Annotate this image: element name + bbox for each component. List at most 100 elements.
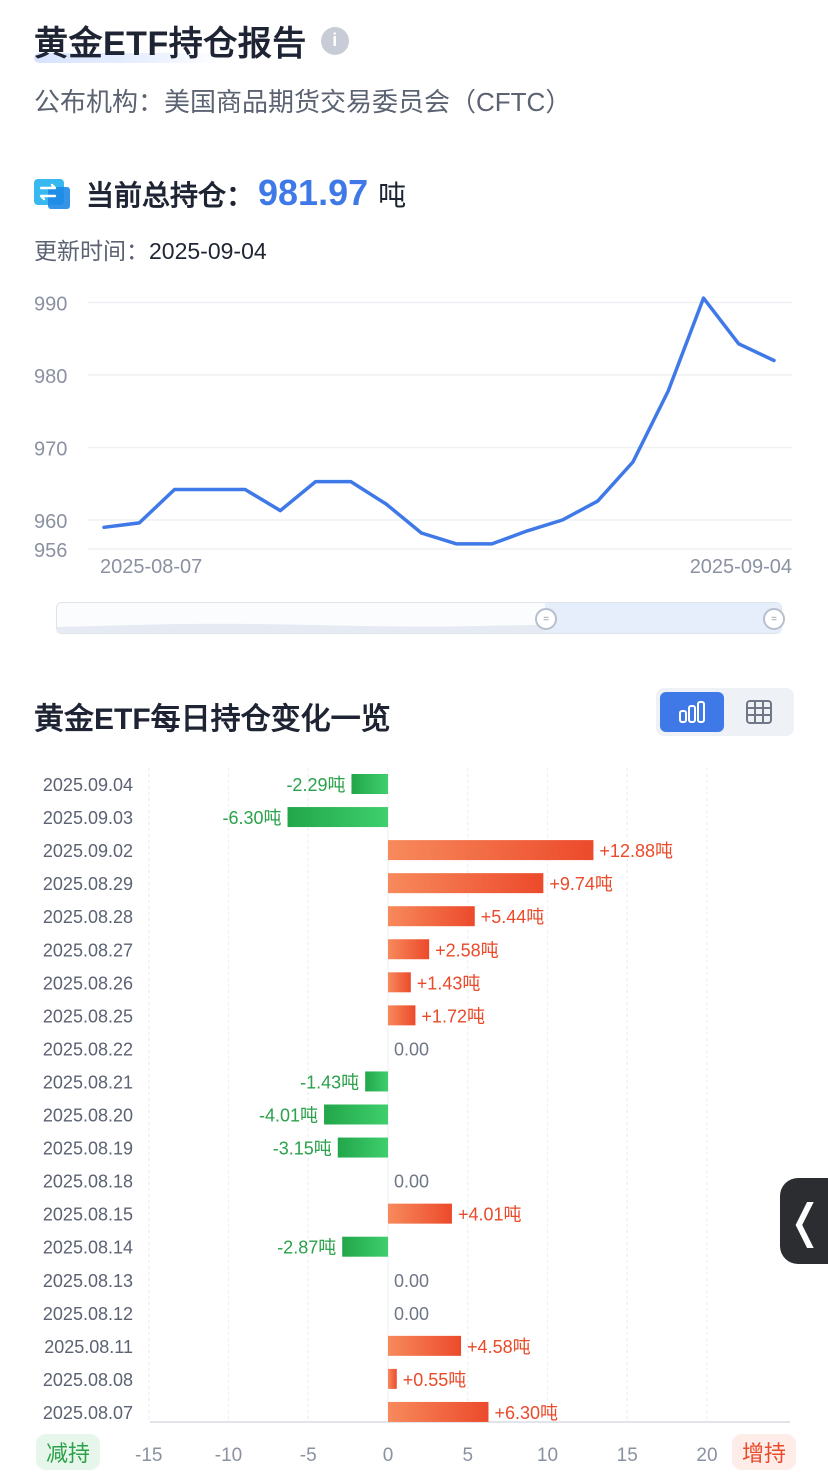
bar-chart-icon bbox=[679, 701, 705, 723]
increase-bar[interactable] bbox=[388, 1005, 416, 1026]
category-label: 2025.08.20 bbox=[43, 1106, 133, 1126]
bar-value-label: +6.30吨 bbox=[494, 1403, 558, 1423]
category-label: 2025.08.21 bbox=[43, 1072, 133, 1092]
line-data-point[interactable] bbox=[133, 517, 145, 529]
x-tick-label: 20 bbox=[696, 1445, 717, 1466]
increase-bar[interactable] bbox=[388, 1368, 397, 1389]
x-tick-label: 0 bbox=[383, 1445, 394, 1466]
info-icon[interactable]: i bbox=[320, 26, 349, 55]
category-label: 2025.08.14 bbox=[43, 1238, 133, 1258]
x-tick-label: -10 bbox=[215, 1445, 242, 1466]
bar-value-label: 0.00 bbox=[394, 1039, 429, 1059]
table-icon bbox=[746, 700, 772, 724]
y-tick-label: 956 bbox=[34, 540, 67, 562]
increase-bar[interactable] bbox=[388, 873, 544, 894]
title-wrap: 黄金ETF持仓报告 bbox=[34, 16, 307, 65]
bar-value-label: +4.58吨 bbox=[467, 1337, 531, 1357]
line-data-point[interactable] bbox=[556, 514, 568, 526]
decrease-bar[interactable] bbox=[287, 807, 388, 828]
daily-change-bar-chart[interactable]: -15 -10 -5 0 5 10 15 20 2025.09.04 -2.29吨 2025.09.… bbox=[0, 760, 828, 1470]
line-data-point[interactable] bbox=[239, 484, 251, 496]
publisher-value: 美国商品期货交易委员会（CFTC） bbox=[164, 87, 572, 117]
holding-row: 当前总持仓： 981.97 吨 bbox=[34, 172, 406, 214]
bar-value-label: -3.15吨 bbox=[273, 1139, 332, 1159]
line-data-point[interactable] bbox=[521, 525, 533, 537]
x-tick-label: -5 bbox=[300, 1445, 317, 1466]
category-label: 2025.08.18 bbox=[43, 1172, 133, 1192]
x-tick-label-end: 2025-09-04 bbox=[690, 556, 792, 578]
publisher-line: 公布机构：美国商品期货交易委员会（CFTC） bbox=[34, 82, 571, 119]
chevron-left-icon: ❬ bbox=[785, 1195, 825, 1247]
bar-value-label: +5.44吨 bbox=[481, 907, 545, 927]
slider-handle-left[interactable]: = bbox=[535, 608, 557, 630]
bar-value-label: -4.01吨 bbox=[259, 1106, 318, 1126]
y-tick-label: 970 bbox=[34, 439, 67, 461]
line-data-point[interactable] bbox=[662, 385, 674, 397]
decrease-bar[interactable] bbox=[365, 1071, 388, 1092]
line-data-point[interactable] bbox=[451, 538, 463, 550]
y-tick-label: 960 bbox=[34, 511, 67, 533]
increase-bar[interactable] bbox=[388, 972, 411, 993]
line-data-point[interactable] bbox=[310, 476, 322, 488]
increase-bar[interactable] bbox=[388, 1203, 452, 1224]
line-data-point[interactable] bbox=[486, 538, 498, 550]
increase-bar[interactable] bbox=[388, 1401, 489, 1422]
x-tick-label-start: 2025-08-07 bbox=[100, 556, 202, 578]
collapse-panel-button[interactable]: ❬ bbox=[780, 1178, 828, 1264]
bar-value-label: -2.87吨 bbox=[277, 1238, 336, 1258]
increase-bar[interactable] bbox=[388, 906, 475, 927]
line-data-point[interactable] bbox=[98, 521, 110, 533]
line-data-point[interactable] bbox=[592, 495, 604, 507]
category-label: 2025.08.12 bbox=[43, 1304, 133, 1324]
line-data-point[interactable] bbox=[169, 484, 181, 496]
bar-value-label: +2.58吨 bbox=[435, 940, 499, 960]
bar-value-label: -2.29吨 bbox=[286, 775, 345, 795]
decrease-tag: 减持 bbox=[36, 1434, 100, 1470]
line-data-point[interactable] bbox=[380, 498, 392, 510]
increase-bar[interactable] bbox=[388, 939, 430, 960]
section-title: 黄金ETF每日持仓变化一览 bbox=[34, 703, 391, 736]
line-data-point[interactable] bbox=[274, 505, 286, 517]
bar-value-label: +4.01吨 bbox=[458, 1205, 522, 1225]
line-data-point[interactable] bbox=[204, 484, 216, 496]
x-tick-label: -15 bbox=[135, 1445, 162, 1466]
bar-value-label: +12.88吨 bbox=[599, 841, 673, 861]
publisher-label: 公布机构： bbox=[34, 87, 165, 117]
holding-label: 当前总持仓： bbox=[86, 180, 255, 211]
holding-line-chart[interactable]: 956 960 970 980 990 2025-08-07 2025-09-04 bbox=[0, 280, 828, 590]
line-data-point[interactable] bbox=[733, 338, 745, 350]
category-label: 2025.08.27 bbox=[43, 940, 133, 960]
category-label: 2025.08.29 bbox=[43, 874, 133, 894]
increase-bar[interactable] bbox=[388, 1335, 462, 1356]
update-label: 更新时间： bbox=[34, 238, 149, 264]
decrease-bar[interactable] bbox=[337, 1137, 388, 1158]
decrease-bar[interactable] bbox=[351, 774, 388, 794]
line-data-point[interactable] bbox=[627, 456, 639, 468]
y-tick-label: 990 bbox=[34, 294, 67, 316]
table-view-button[interactable] bbox=[728, 692, 790, 732]
line-data-point[interactable] bbox=[697, 292, 709, 304]
category-label: 2025.08.11 bbox=[44, 1337, 133, 1357]
decrease-bar[interactable] bbox=[342, 1236, 388, 1257]
bar-view-button[interactable] bbox=[660, 692, 724, 732]
page-title: 黄金ETF持仓报告 bbox=[34, 25, 307, 63]
bar-value-label: -6.30吨 bbox=[222, 808, 281, 828]
slider-handle-right[interactable]: = bbox=[763, 608, 785, 630]
range-slider[interactable]: = = bbox=[56, 602, 785, 634]
update-value: 2025-09-04 bbox=[149, 238, 267, 264]
bar-value-label: 0.00 bbox=[394, 1304, 429, 1324]
line-data-point[interactable] bbox=[415, 527, 427, 539]
category-label: 2025.09.03 bbox=[43, 808, 133, 828]
bar-value-label: 0.00 bbox=[394, 1271, 429, 1291]
title-underline bbox=[34, 53, 224, 63]
increase-bar[interactable] bbox=[388, 840, 594, 861]
line-data-point[interactable] bbox=[768, 355, 780, 367]
holding-unit: 吨 bbox=[378, 180, 407, 211]
category-label: 2025.08.08 bbox=[43, 1370, 133, 1390]
x-tick-label: 10 bbox=[537, 1445, 558, 1466]
holding-icon bbox=[34, 179, 70, 209]
line-data-point[interactable] bbox=[345, 476, 357, 488]
category-label: 2025.09.02 bbox=[43, 841, 133, 861]
decrease-bar[interactable] bbox=[324, 1104, 388, 1125]
slider-selection[interactable] bbox=[545, 603, 781, 633]
